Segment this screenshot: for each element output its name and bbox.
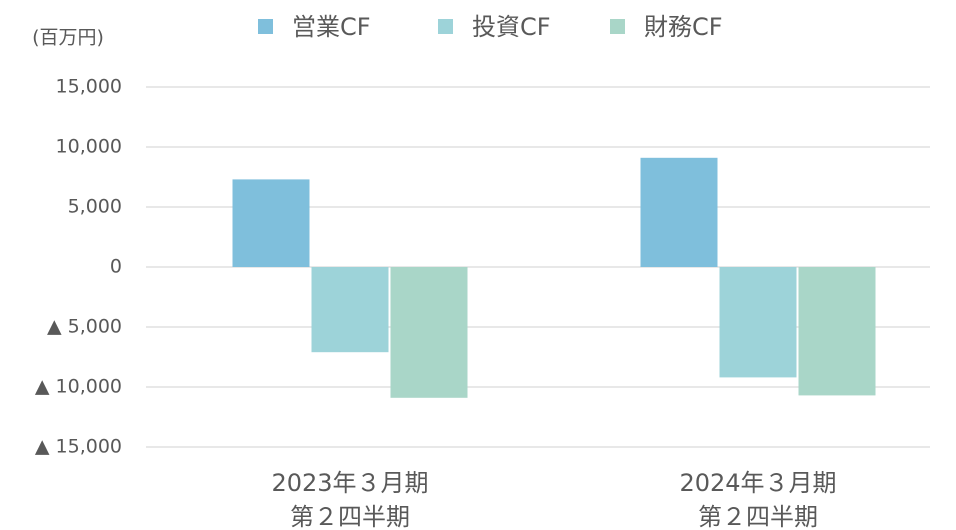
legend-label: 営業CF (292, 13, 371, 41)
x-tick-label: 2024年３月期 (679, 469, 836, 497)
x-tick-label: 第２四半期 (698, 503, 818, 530)
bar (798, 267, 876, 396)
y-tick-label: 15,000 (56, 76, 122, 98)
legend-swatch (258, 19, 273, 34)
legend-swatch (610, 19, 625, 34)
y-axis-label: (百万円) (32, 27, 104, 49)
y-tick-label: 0 (110, 256, 122, 278)
y-tick-label: 5,000 (68, 196, 122, 218)
y-tick-label: ▲ 10,000 (35, 376, 122, 398)
x-tick-label: 第２四半期 (290, 503, 410, 530)
y-tick-label: 10,000 (56, 136, 122, 158)
legend-swatch (438, 19, 453, 34)
x-tick-label: 2023年３月期 (271, 469, 428, 497)
y-tick-label: ▲ 5,000 (47, 316, 122, 338)
bar (390, 267, 468, 398)
bar (640, 157, 718, 267)
legend-label: 投資CF (472, 13, 551, 41)
bar (232, 179, 310, 267)
bar (719, 267, 797, 378)
bar (311, 267, 389, 353)
legend-label: 財務CF (644, 13, 723, 41)
y-tick-label: ▲ 15,000 (35, 436, 122, 458)
